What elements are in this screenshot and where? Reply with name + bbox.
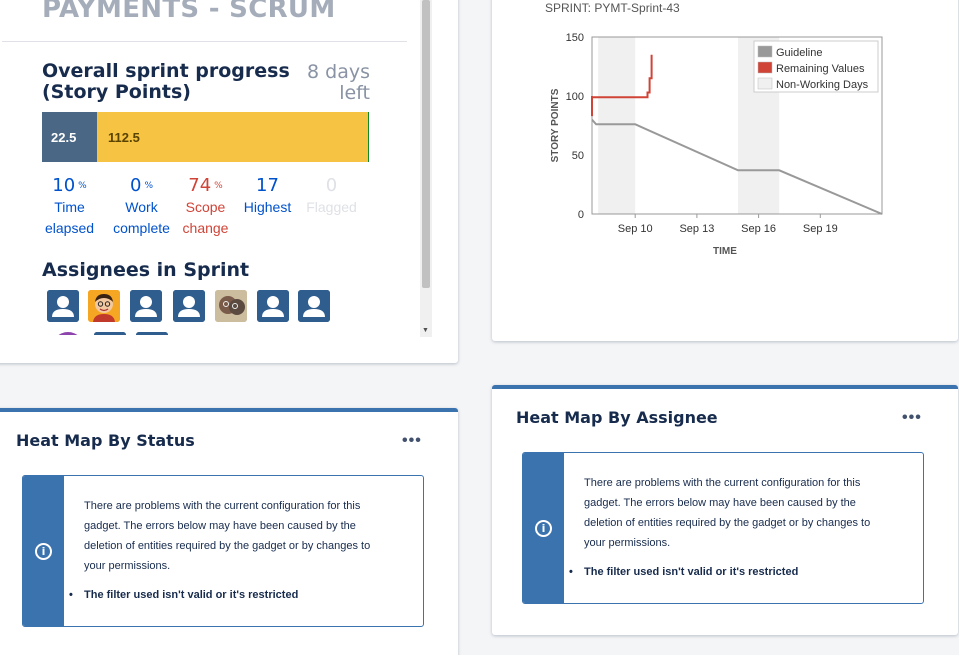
avatar[interactable] — [298, 290, 330, 322]
scroll-down-icon[interactable]: ▼ — [422, 327, 429, 334]
gadget-title: Heat Map By Status — [16, 431, 195, 450]
default-user-icon — [136, 332, 168, 335]
y-tick-label: 0 — [578, 209, 584, 221]
heat-map-status-gadget: Heat Map By Status ••• i There are probl… — [0, 408, 458, 655]
chart-title: SPRINT: PYMT-Sprint-43 — [545, 1, 680, 15]
default-user-icon — [257, 290, 289, 322]
default-user-icon — [173, 290, 205, 322]
info-icon: i — [535, 520, 552, 537]
y-axis-label: STORY POINTS — [550, 88, 561, 162]
error-message-text: There are problems with the current conf… — [84, 500, 371, 572]
y-tick-label: 150 — [566, 32, 584, 44]
progress-heading-line2: (Story Points) — [42, 81, 191, 103]
message-sidebar: i — [23, 476, 64, 626]
avatar[interactable] — [130, 290, 162, 322]
more-options-icon[interactable]: ••• — [902, 409, 922, 426]
stat-label: change — [182, 220, 229, 236]
progress-heading-line1: Overall sprint progress — [42, 60, 290, 82]
stat-label: complete — [113, 220, 170, 236]
stat-label: Work — [125, 199, 158, 215]
legend-swatch — [757, 45, 773, 58]
heat-map-assignee-gadget: Heat Map By Assignee ••• i There are pro… — [492, 385, 958, 635]
days-left-line1: 8 days — [307, 61, 370, 83]
project-title: PAYMENTS - SCRUM — [42, 0, 336, 24]
stat-label: Highest — [243, 199, 292, 215]
default-user-icon — [298, 290, 330, 322]
stat-suffix: % — [214, 181, 223, 191]
user-photo-icon — [94, 332, 126, 335]
stat-value: 17 — [256, 175, 279, 196]
stat-value: 0 — [129, 175, 142, 196]
legend-swatch — [757, 77, 773, 90]
avatar[interactable] — [257, 290, 289, 322]
sprint-scrollbar[interactable]: ▼ — [420, 0, 432, 337]
assignees-heading: Assignees in Sprint — [42, 259, 250, 281]
error-list-item: The filter used isn't valid or it's rest… — [569, 566, 798, 578]
progress-bar-done-segment[interactable]: 22.5 — [42, 112, 97, 162]
error-message-text: There are problems with the current conf… — [584, 477, 871, 549]
sprint-progress-gadget: PAYMENTS - SCRUM Overall sprint progress… — [0, 0, 458, 363]
legend-label: Guideline — [776, 47, 822, 59]
avatar[interactable] — [136, 332, 168, 335]
legend-label: Non-Working Days — [776, 79, 869, 91]
avatar[interactable] — [47, 290, 79, 322]
sprint-progress-bar[interactable]: 22.5 112.5 — [42, 112, 369, 162]
days-left: 8 days left — [307, 62, 370, 104]
x-tick-label: Sep 10 — [618, 223, 653, 235]
stat-time-elapsed[interactable]: 10% Time elapsed — [42, 176, 97, 238]
x-tick-label: Sep 19 — [803, 223, 838, 235]
stat-suffix: % — [78, 181, 87, 191]
avatar[interactable] — [215, 290, 247, 322]
avatar[interactable] — [52, 332, 84, 335]
legend-label: Remaining Values — [776, 63, 865, 75]
stat-label: Flagged — [306, 199, 357, 215]
y-tick-label: 100 — [566, 91, 584, 103]
user-photo-icon — [88, 290, 120, 322]
error-list-item: The filter used isn't valid or it's rest… — [69, 589, 298, 601]
progress-bar-remaining-segment[interactable]: 112.5 — [108, 129, 140, 145]
stat-value: 0 — [325, 175, 338, 196]
avatar[interactable] — [88, 290, 120, 322]
stat-highest[interactable]: 17 Highest — [240, 176, 295, 217]
default-user-icon — [130, 290, 162, 322]
default-user-icon — [47, 290, 79, 322]
error-message-box: i There are problems with the current co… — [522, 452, 924, 604]
error-message-box: i There are problems with the current co… — [22, 475, 424, 627]
scrollbar-thumb[interactable] — [422, 0, 430, 288]
stat-work-complete[interactable]: 0% Work complete — [109, 176, 174, 238]
stat-value: 74 — [188, 175, 212, 196]
stat-label: Scope — [185, 199, 226, 215]
stat-scope-change[interactable]: 74% Scope change — [178, 176, 233, 238]
x-tick-label: Sep 16 — [741, 223, 776, 235]
message-sidebar: i — [523, 453, 564, 603]
legend-box — [753, 40, 879, 93]
days-left-line2: left — [339, 82, 370, 104]
series-line-guideline — [591, 118, 883, 215]
avatar[interactable] — [173, 290, 205, 322]
x-axis-label: TIME — [713, 246, 737, 257]
gadget-title: Heat Map By Assignee — [516, 408, 718, 427]
x-tick-label: Sep 13 — [679, 223, 714, 235]
stat-label: elapsed — [44, 220, 95, 236]
info-icon: i — [35, 543, 52, 560]
sprint-progress-content: PAYMENTS - SCRUM Overall sprint progress… — [0, 0, 420, 335]
stat-value: 10 — [52, 175, 76, 196]
stat-suffix: % — [144, 181, 153, 191]
series-line-remaining-values — [591, 54, 653, 117]
stat-flagged[interactable]: 0 Flagged — [304, 176, 359, 217]
title-divider — [2, 41, 407, 42]
avatar[interactable] — [94, 332, 126, 335]
burndown-chart-gadget: SPRINT: PYMT-Sprint-43 0 50 100 150 Sep 10 Sep… — [492, 0, 958, 341]
user-photo-icon — [215, 290, 247, 322]
more-options-icon[interactable]: ••• — [402, 432, 422, 449]
legend-swatch — [757, 61, 773, 74]
non-working-band — [598, 37, 636, 214]
burndown-chart: SPRINT: PYMT-Sprint-43 0 50 100 150 Sep 10 Sep… — [545, 1, 883, 257]
y-tick-label: 50 — [572, 150, 584, 162]
stat-label: Time — [54, 199, 85, 215]
progress-heading: Overall sprint progress (Story Points) — [42, 61, 290, 103]
